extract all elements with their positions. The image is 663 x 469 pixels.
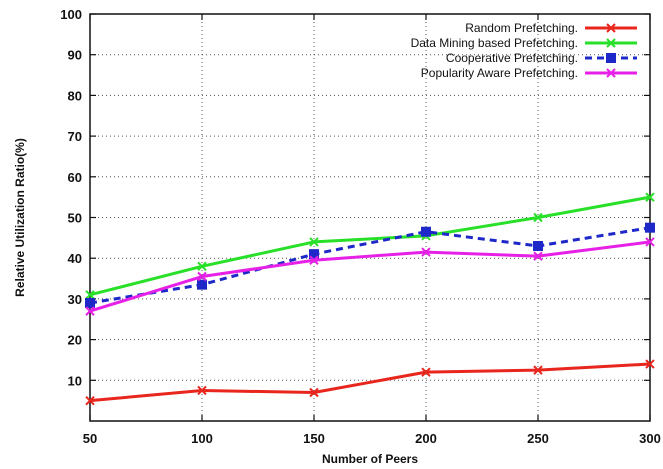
y-tick-label: 50 (68, 211, 82, 226)
legend-item: Popularity Aware Prefetching. (421, 66, 637, 80)
legend-label: Popularity Aware Prefetching. (421, 66, 578, 80)
data-point (197, 271, 207, 282)
legend-item: Random Prefetching. (465, 21, 637, 35)
y-tick-label: 10 (68, 373, 82, 388)
series-line (89, 240, 651, 313)
x-tick-label: 100 (191, 431, 213, 446)
data-point (309, 237, 319, 247)
data-point (533, 212, 543, 223)
x-tick-label: 150 (303, 431, 325, 446)
data-point (309, 387, 319, 398)
data-point (85, 297, 95, 308)
data-point (645, 237, 655, 247)
data-point (309, 249, 319, 260)
data-point (533, 240, 543, 251)
y-tick-label: 70 (68, 129, 82, 144)
data-point (606, 23, 616, 33)
legend-item: Cooperative Prefetching. (446, 51, 637, 65)
data-point (197, 261, 207, 272)
x-tick-label: 250 (527, 431, 549, 446)
data-point (197, 279, 207, 290)
series-1 (85, 192, 655, 300)
y-tick-label: 90 (68, 48, 82, 63)
series-2 (85, 222, 655, 308)
data-point (606, 53, 616, 63)
data-point (421, 226, 431, 237)
data-point (533, 365, 543, 375)
legend-item: Data Mining based Prefetching. (411, 36, 637, 50)
data-point (645, 359, 655, 369)
data-point (533, 251, 543, 261)
data-point (85, 290, 95, 300)
data-point (606, 68, 616, 78)
data-point (309, 255, 319, 265)
data-point (645, 222, 655, 233)
legend-label: Cooperative Prefetching. (446, 51, 578, 65)
series-line (89, 195, 651, 297)
y-tick-label: 80 (68, 88, 82, 103)
x-tick-label: 50 (83, 431, 97, 446)
series-3 (85, 237, 655, 316)
x-axis-title: Number of Peers (322, 452, 418, 466)
axis-ticks: 10 20 30 40 50 60 70 80 90 100 50 100 150 200 250 300 (60, 7, 661, 446)
x-tick-label: 300 (639, 431, 661, 446)
data-point (606, 38, 616, 48)
y-tick-label: 30 (68, 292, 82, 307)
data-point (645, 192, 655, 202)
series-0 (85, 359, 655, 406)
series-line (89, 362, 651, 403)
y-tick-label: 60 (68, 170, 82, 185)
chart-legend: Random Prefetching.Data Mining based Pre… (411, 21, 637, 80)
data-point (85, 395, 95, 406)
data-point (421, 247, 431, 257)
legend-label: Data Mining based Prefetching. (411, 36, 578, 50)
y-tick-label: 20 (68, 333, 82, 348)
data-point (421, 367, 431, 377)
y-axis-title: Relative Utilization Ratio(%) (13, 138, 27, 297)
x-tick-label: 200 (415, 431, 437, 446)
data-point (197, 385, 207, 396)
legend-label: Random Prefetching. (465, 21, 578, 35)
chart-series (85, 192, 655, 406)
y-tick-label: 40 (68, 251, 82, 266)
chart-grid (90, 14, 650, 421)
data-point (85, 306, 95, 316)
y-tick-label: 100 (60, 7, 82, 22)
